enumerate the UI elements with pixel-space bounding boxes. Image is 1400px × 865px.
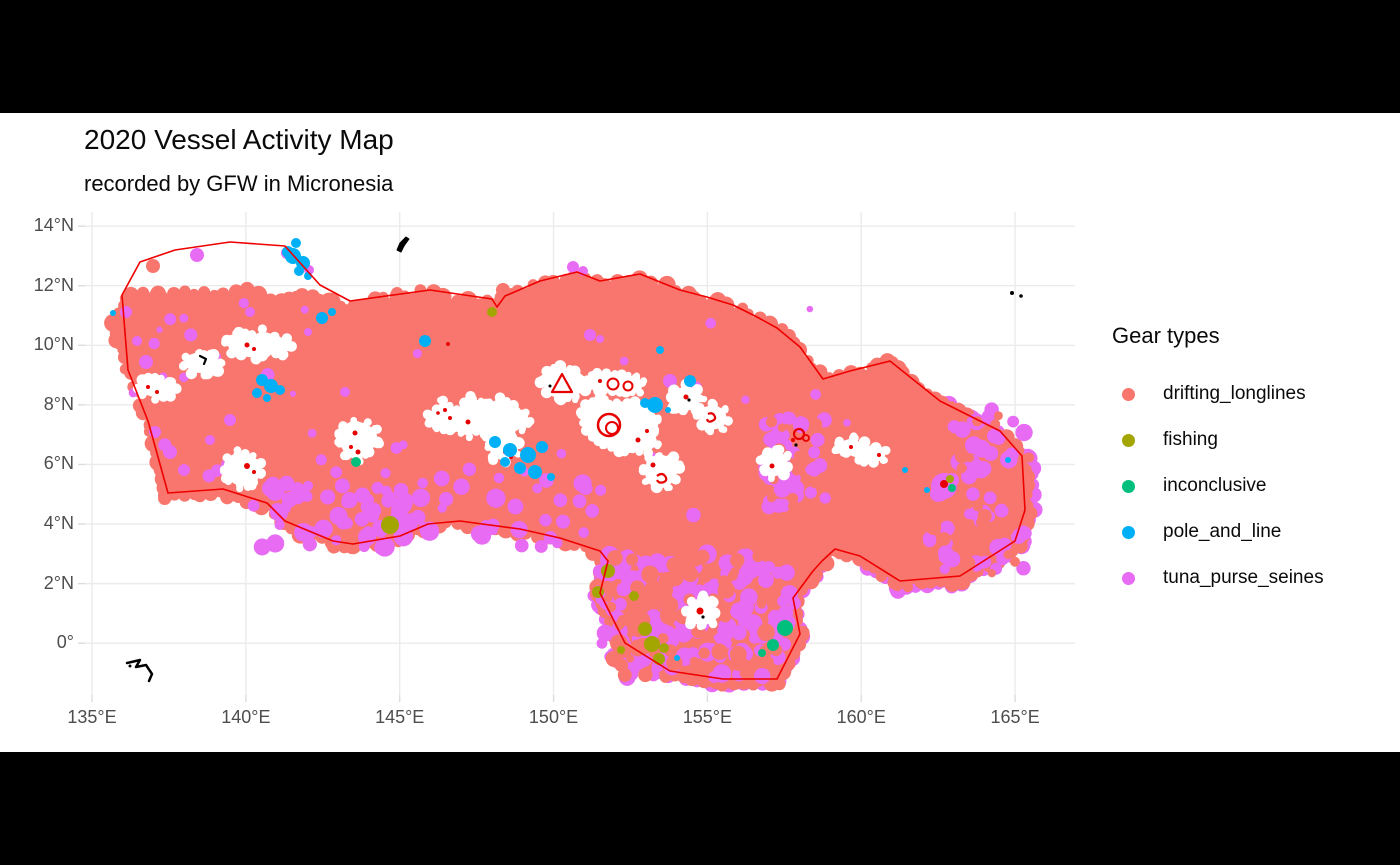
letterbox-top [0,0,1400,113]
legend-label: drifting_longlines [1163,383,1306,404]
legend-item-tuna_purse_seines: tuna_purse_seines [1112,555,1324,601]
legend-key-dot-inconclusive [1122,479,1135,493]
legend-item-fishing: fishing [1112,417,1324,463]
plot-title: 2020 Vessel Activity Map [84,124,394,155]
plot-subtitle: recorded by GFW in Micronesia [84,171,394,196]
x-tick-label-3: 150°E [528,707,579,727]
x-tick-label-6: 165°E [990,707,1040,727]
y-tick-label-0: 14°N [33,215,74,236]
legend-label: tuna_purse_seines [1163,567,1324,588]
legend-key-dot-fishing [1122,433,1135,447]
x-tick-label-0: 135°E [67,707,117,727]
legend-title: Gear types [1112,323,1220,348]
x-tick-label-2: 145°E [375,707,425,727]
y-tick-label-3: 8°N [43,393,74,414]
y-tick-label-7: 0° [56,632,74,653]
x-tick-label-1: 140°E [221,707,271,727]
x-tick-label-5: 160°E [836,707,886,727]
figure-area: 2020 Vessel Activity Map recorded by GFW… [0,113,1400,752]
map-canvas [78,212,1075,702]
legend-key-dot-tuna_purse_seines [1122,571,1135,585]
legend-item-inconclusive: inconclusive [1112,463,1324,509]
y-tick-label-4: 6°N [43,453,74,474]
legend-label: pole_and_line [1163,521,1282,542]
legend-item-drifting_longlines: drifting_longlines [1112,371,1324,417]
y-tick-label-6: 2°N [43,572,74,593]
legend-item-pole_and_line: pole_and_line [1112,509,1324,555]
legend-label: inconclusive [1163,475,1267,496]
y-tick-label-5: 4°N [43,513,74,534]
y-tick-label-1: 12°N [33,274,74,295]
letterbox-bottom [0,752,1400,865]
x-tick-label-4: 155°E [682,707,733,727]
legend-label: fishing [1163,429,1218,450]
legend-key-dot-pole_and_line [1122,525,1135,539]
legend-key-dot-drifting_longlines [1122,387,1135,401]
y-tick-label-2: 10°N [33,334,74,355]
